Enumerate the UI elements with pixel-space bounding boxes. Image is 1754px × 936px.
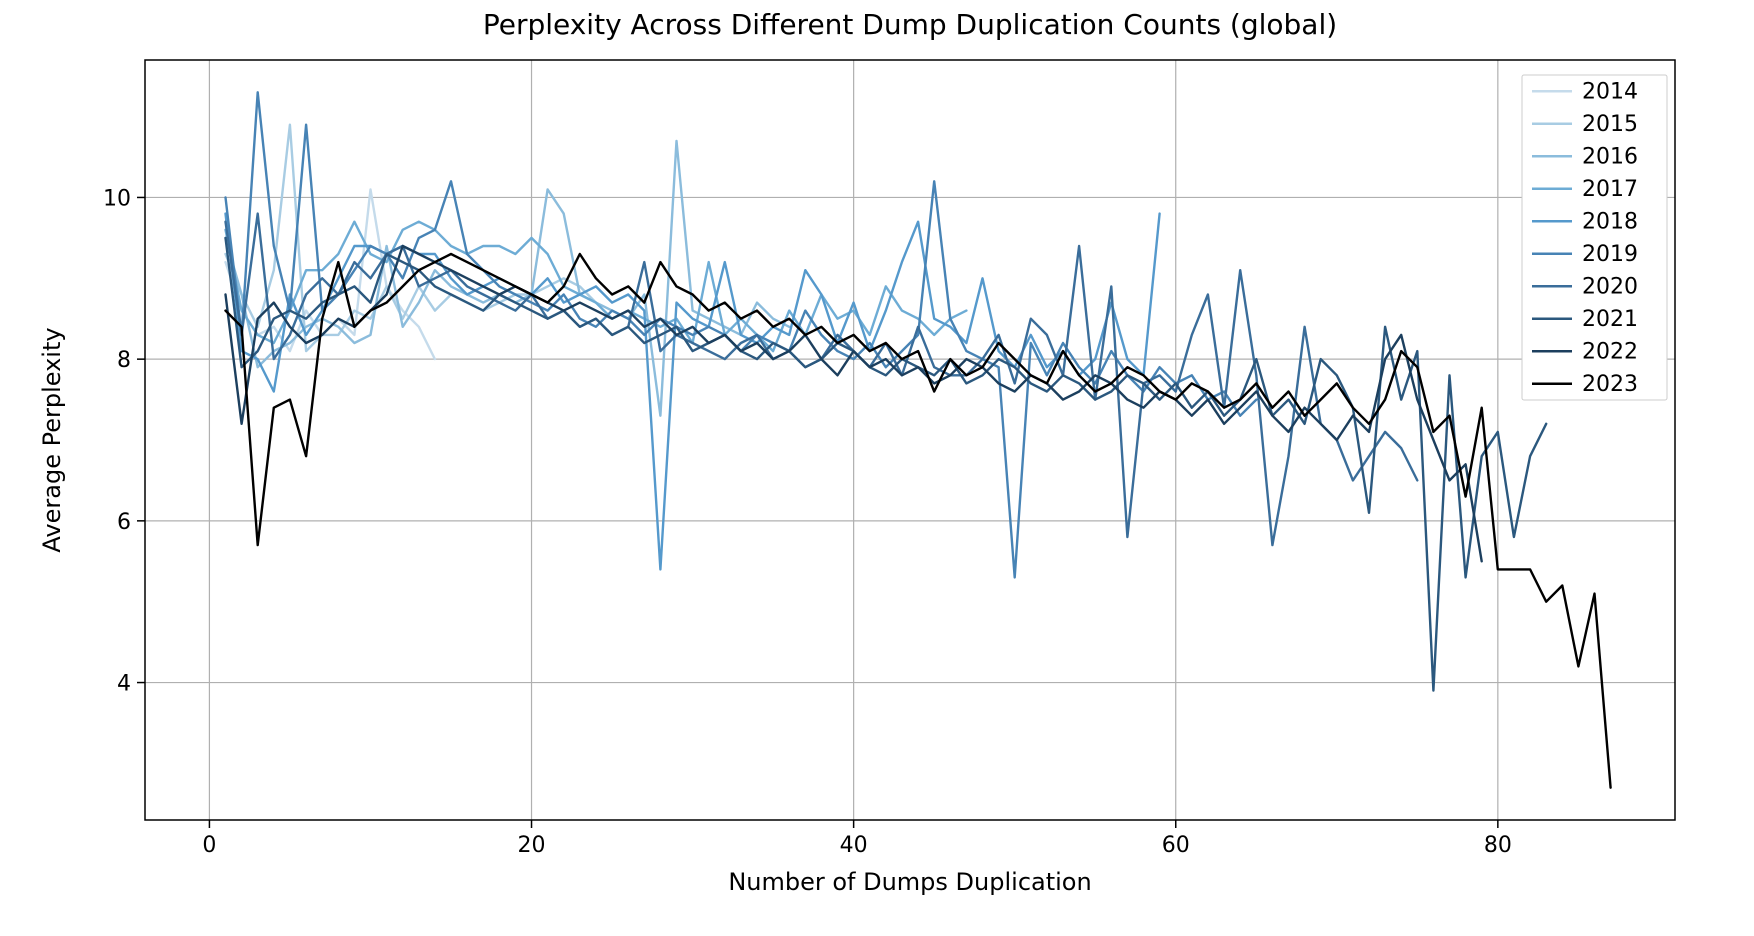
x-axis-label: Number of Dumps Duplication <box>728 868 1091 896</box>
xtick-label: 80 <box>1484 833 1512 858</box>
ytick-label: 4 <box>117 672 131 697</box>
ytick-label: 8 <box>117 348 131 373</box>
xtick-label: 20 <box>518 833 546 858</box>
ytick-label: 10 <box>103 186 131 211</box>
legend-label: 2021 <box>1582 307 1638 332</box>
y-axis-label: Average Perplexity <box>38 327 66 552</box>
legend-label: 2015 <box>1582 112 1638 137</box>
legend-label: 2019 <box>1582 242 1638 267</box>
xtick-label: 0 <box>202 833 216 858</box>
legend-label: 2014 <box>1582 79 1638 104</box>
legend-label: 2018 <box>1582 209 1638 234</box>
legend-label: 2016 <box>1582 144 1638 169</box>
legend-label: 2017 <box>1582 177 1638 202</box>
legend-label: 2023 <box>1582 372 1638 397</box>
legend-label: 2022 <box>1582 339 1638 364</box>
xtick-label: 60 <box>1162 833 1190 858</box>
line-chart: 0 20 40 60 80 4 6 8 10 Number of Dumps Duplicatio… <box>0 0 1754 936</box>
ytick-label: 6 <box>117 510 131 535</box>
legend-label: 2020 <box>1582 274 1638 299</box>
chart-container: 0 20 40 60 80 4 6 8 10 Number of Dumps Duplicatio… <box>0 0 1754 936</box>
xtick-label: 40 <box>840 833 868 858</box>
chart-title: Perplexity Across Different Dump Duplica… <box>483 8 1337 41</box>
